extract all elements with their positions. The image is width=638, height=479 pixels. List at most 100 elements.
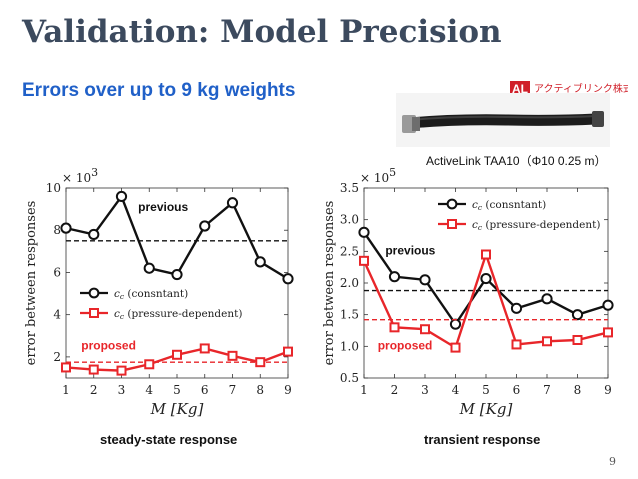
data-point — [480, 272, 492, 285]
data-point — [510, 302, 523, 314]
x-tick-label: 7 — [229, 383, 237, 397]
y-tick-label: 4 — [53, 308, 61, 322]
x-tick-label: 7 — [543, 383, 551, 397]
y-tick-label: 0.5 — [340, 371, 359, 385]
data-point — [420, 324, 430, 335]
legend-label: cc (consntant) — [114, 288, 188, 301]
data-point — [358, 226, 370, 238]
photo-caption: ActiveLink TAA10（Φ10 0.25 m） — [426, 154, 607, 168]
data-point — [199, 343, 210, 354]
y-scale-exponent: 3 — [91, 166, 98, 179]
data-point — [227, 350, 238, 361]
data-point — [419, 274, 431, 286]
legend-label: cc (consntant) — [472, 199, 546, 212]
legend-label-sub: c — [120, 312, 125, 321]
data-point — [226, 197, 239, 209]
legend-label-sub: c — [120, 292, 125, 301]
data-point — [542, 336, 552, 347]
svg-text:アクティブリンク株式会社: アクティブリンク株式会社 — [534, 82, 628, 95]
slide-subtitle: Errors over up to 9 kg weights — [22, 80, 296, 101]
x-tick-label: 1 — [62, 383, 70, 397]
data-point — [143, 262, 155, 274]
data-point — [254, 256, 266, 268]
y-tick-label: 3.5 — [340, 181, 359, 195]
data-point — [450, 342, 461, 353]
data-point — [449, 318, 462, 330]
muscle-actuator-image — [396, 93, 610, 147]
legend-label-rest: (pressure-dependent) — [482, 219, 600, 231]
steady-state-label: steady-state response — [100, 432, 238, 447]
steady-state-chart: 2 4 6 8 10 1 2 3 4 5 6 7 8 9 × 103 M [Kg] error between … — [14, 165, 304, 430]
x-tick-label: 9 — [284, 383, 292, 397]
y-axis-label: error between responses — [24, 201, 39, 366]
x-tick-label: 3 — [118, 383, 126, 397]
product-photo — [396, 93, 610, 147]
series-line-pressure-dependent — [362, 250, 609, 350]
transient-label: transient response — [424, 432, 541, 447]
annotation-proposed: proposed — [81, 339, 136, 353]
x-tick-label: 8 — [574, 383, 582, 397]
svg-text:AL: AL — [512, 82, 528, 96]
data-point — [172, 349, 182, 360]
legend-label-main: c — [114, 288, 120, 300]
x-axis-label: M [Kg] — [150, 400, 204, 418]
annotation-proposed: proposed — [378, 339, 433, 353]
x-tick-label: 4 — [145, 383, 153, 397]
y-tick-label: 2.5 — [340, 244, 359, 258]
y-tick-label: 6 — [53, 265, 61, 279]
y-tick-label: 2.0 — [340, 276, 359, 290]
data-point — [602, 299, 614, 311]
legend-label-rest: (consntant) — [482, 199, 546, 211]
data-point — [255, 357, 266, 368]
legend-label-sub: c — [478, 223, 483, 232]
y-axis-label: error between responses — [322, 201, 337, 366]
legend-marker — [446, 198, 458, 210]
data-point — [144, 359, 155, 370]
data-point — [88, 364, 99, 375]
data-point — [88, 228, 100, 241]
legend-marker — [89, 308, 99, 318]
legend-label: cc (pressure-dependent) — [114, 308, 242, 321]
x-tick-label: 9 — [604, 383, 612, 397]
legend-label-main: c — [114, 308, 120, 320]
legend-label-main: c — [472, 219, 478, 231]
legend-label-sub: c — [478, 203, 483, 212]
transient-plot: 0.5 1.0 1.5 2.0 2.5 3.0 3.5 1 2 3 4 5 6 7 8 9 × 105 M [Kg… — [322, 166, 614, 418]
y-scale-label: × 103 — [62, 166, 98, 185]
data-point — [603, 327, 613, 338]
y-tick-label: 1.5 — [340, 308, 359, 322]
data-point — [115, 190, 128, 203]
data-point — [283, 346, 293, 357]
data-point — [388, 271, 401, 283]
data-point — [60, 222, 72, 234]
y-tick-label: 3.0 — [340, 213, 359, 227]
legend-label: cc (pressure-dependent) — [472, 219, 600, 232]
slide-title: Validation: Model Precision — [22, 14, 502, 50]
x-tick-label: 5 — [173, 383, 181, 397]
legend-label-rest: (pressure-dependent) — [124, 308, 242, 320]
data-point — [572, 335, 583, 345]
transient-chart: 0.5 1.0 1.5 2.0 2.5 3.0 3.5 1 2 3 4 5 6 7 8 9 × 105 M [Kg… — [312, 165, 630, 430]
y-tick-label: 8 — [53, 223, 61, 237]
data-point — [541, 293, 553, 305]
data-point — [481, 249, 491, 260]
x-axis-label: M [Kg] — [459, 400, 513, 418]
data-point — [571, 309, 584, 321]
annotation-previous: previous — [385, 244, 435, 258]
x-tick-label: 6 — [201, 383, 209, 397]
y-tick-label: 1.0 — [340, 339, 359, 353]
brand-logo: AL アクティブリンク株式会社 — [510, 80, 638, 96]
data-point — [359, 255, 369, 266]
data-point — [389, 322, 400, 333]
y-scale-exponent: 5 — [389, 166, 396, 179]
data-point — [199, 220, 211, 232]
legend-label-main: c — [472, 199, 478, 211]
legend-marker — [447, 219, 457, 229]
brand-logo-mark: AL アクティブリンク株式会社 — [510, 81, 638, 96]
data-point — [61, 362, 71, 373]
y-tick-label: 10 — [46, 181, 61, 195]
data-point — [171, 268, 183, 281]
legend-marker — [88, 287, 100, 299]
x-tick-label: 4 — [452, 383, 460, 397]
